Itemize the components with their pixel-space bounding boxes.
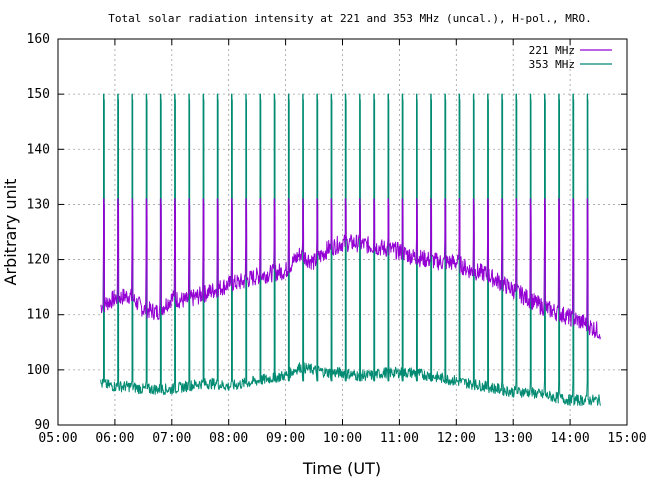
chart-title: Total solar radiation intensity at 221 a… <box>108 12 591 25</box>
series-line-353 <box>100 93 601 407</box>
x-tick-label: 10:00 <box>323 431 362 446</box>
y-tick-label: 120 <box>27 253 50 268</box>
x-tick-label: 11:00 <box>380 431 419 446</box>
x-tick-label: 09:00 <box>266 431 305 446</box>
x-tick-label: 12:00 <box>437 431 476 446</box>
legend: 221 MHz 353 MHz <box>529 44 612 71</box>
x-tick-label: 13:00 <box>494 431 533 446</box>
y-axis-label: Arbitrary unit <box>1 179 20 286</box>
x-tick-label: 07:00 <box>152 431 191 446</box>
legend-label-353: 353 MHz <box>529 58 575 71</box>
y-tick-label: 150 <box>27 87 50 102</box>
series-layer <box>100 93 601 407</box>
legend-label-221: 221 MHz <box>529 44 575 57</box>
y-tick-label: 90 <box>34 418 50 433</box>
x-tick-label: 15:00 <box>607 431 646 446</box>
series-line-221 <box>100 198 601 340</box>
grid-layer <box>58 39 627 425</box>
y-tick-label: 100 <box>27 363 50 378</box>
x-tick-label: 14:00 <box>551 431 590 446</box>
x-axis-label: Time (UT) <box>302 459 381 478</box>
y-tick-label: 140 <box>27 142 50 157</box>
y-tick-label: 160 <box>27 32 50 47</box>
x-tick-label: 08:00 <box>209 431 248 446</box>
y-tick-label: 110 <box>27 308 50 323</box>
x-tick-label: 05:00 <box>38 431 77 446</box>
x-tick-label: 06:00 <box>95 431 134 446</box>
y-tick-label: 130 <box>27 197 50 212</box>
tick-layer: 05:00 06:00 07:00 08:00 09:00 10:00 11:00 12:00… <box>27 32 647 446</box>
